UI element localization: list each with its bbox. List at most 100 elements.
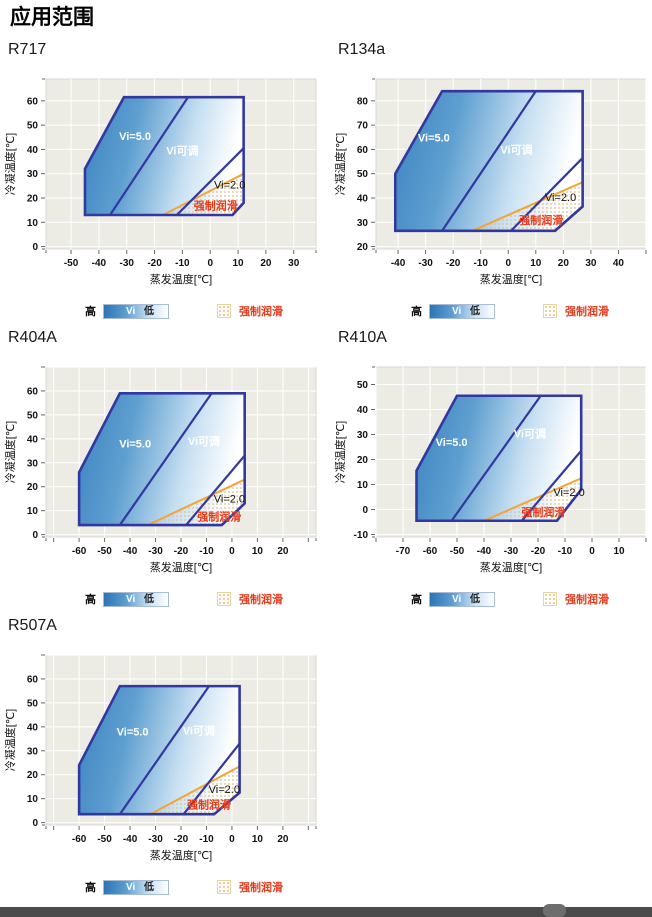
- x-tick-label: 20: [277, 834, 289, 845]
- region-label: Vi可调: [183, 723, 215, 737]
- x-axis-title: 蒸发温度[℃]: [150, 848, 212, 862]
- charts-grid: R717 -50 -40 -30 -20 -10 0 10 20 30 0 10 20 30 40 50 60…: [0, 35, 652, 897]
- legend-forced-lubrication-swatch: [217, 304, 231, 318]
- region-label: 强制润滑: [194, 198, 238, 212]
- operating-envelope-outline: [83, 95, 245, 217]
- region-label: Vi可调: [514, 426, 546, 440]
- x-tick-label: -50: [450, 546, 465, 557]
- legend-high-label: 高: [411, 306, 422, 318]
- forced-lubrication-boundary-line: [483, 477, 582, 522]
- y-tick-label: 60: [27, 96, 39, 107]
- vi2-boundary-line: [510, 157, 584, 232]
- operating-envelope-fill: [84, 97, 244, 215]
- region-label: Vi可调: [188, 434, 220, 448]
- x-tick-label: -30: [504, 546, 519, 557]
- x-tick-label: -30: [148, 834, 163, 845]
- x-tick-label: 20: [277, 546, 289, 557]
- x-tick-label: -40: [477, 546, 492, 557]
- x-tick-label: 10: [252, 546, 264, 557]
- legend-vi-label: Vi: [452, 593, 462, 605]
- x-tick-label: -40: [92, 258, 107, 269]
- y-tick-label: 10: [27, 794, 39, 805]
- legend-high-label: 高: [85, 306, 96, 318]
- chart-legend: 高 Vi 低 强制润滑: [0, 591, 330, 607]
- x-tick-label: -10: [199, 546, 214, 557]
- x-tick-label: -10: [199, 834, 214, 845]
- legend-low-label: 低: [470, 593, 480, 605]
- y-tick-label: 60: [27, 386, 39, 397]
- y-tick-label: 10: [357, 480, 369, 491]
- x-tick-label: -30: [119, 258, 134, 269]
- chart-panel: R507A -60 -50 -40 -30 -20 -10 0 10 20 0 10 20 30 40 50…: [0, 611, 330, 897]
- y-tick-label: 20: [27, 194, 39, 205]
- y-tick-label: 40: [27, 722, 39, 733]
- vi5-boundary-line: [118, 392, 213, 526]
- y-tick-label: 50: [357, 380, 369, 391]
- x-tick-label: -60: [423, 546, 438, 557]
- x-axis-title: 蒸发温度[℃]: [480, 560, 542, 574]
- y-tick-label: 30: [357, 218, 369, 229]
- legend-vi-gradient-bar: Vi 低: [429, 591, 495, 607]
- region-label: 强制润滑: [519, 213, 563, 227]
- region-label: Vi=5.0: [119, 131, 151, 143]
- vi5-boundary-line: [441, 90, 537, 232]
- vi5-boundary-line: [118, 685, 210, 815]
- legend-forced-lubrication-swatch: [543, 592, 557, 606]
- chart-title: R717: [8, 41, 47, 58]
- x-tick-label: -60: [72, 546, 87, 557]
- vi2-boundary-line: [520, 450, 583, 522]
- region-label: Vi=5.0: [436, 437, 468, 449]
- legend-forced-lubrication-swatch: [543, 304, 557, 318]
- x-tick-label: 10: [252, 834, 264, 845]
- forced-lubrication-boundary-line: [149, 765, 241, 816]
- chart-title: R507A: [8, 617, 57, 634]
- y-tick-label: 50: [27, 698, 39, 709]
- x-tick-label: -40: [123, 834, 138, 845]
- chart-panel: R404A -60 -50 -40 -30 -20 -10 0 10 20 0 10 20 30 40 50…: [0, 323, 330, 609]
- y-tick-label: 0: [32, 242, 38, 253]
- chart-legend: 高 Vi 低 强制润滑: [330, 303, 652, 319]
- x-axis-title: 蒸发温度[℃]: [150, 560, 212, 574]
- y-tick-label: 20: [357, 242, 369, 253]
- x-tick-label: -50: [64, 258, 79, 269]
- legend-low-label: 低: [144, 593, 154, 605]
- legend-vi-gradient-bar: Vi 低: [103, 303, 169, 319]
- y-tick-label: 60: [27, 674, 39, 685]
- x-tick-label: 0: [229, 834, 235, 845]
- legend-low-label: 低: [144, 881, 154, 893]
- legend-vi-label: Vi: [452, 305, 462, 317]
- legend-forced-lubrication-label: 强制润滑: [565, 306, 609, 318]
- x-tick-label: 0: [589, 546, 595, 557]
- chart-title: R404A: [8, 329, 57, 346]
- y-tick-label: 20: [27, 770, 39, 781]
- vi5-boundary-line: [450, 395, 542, 522]
- vi2-boundary-line: [182, 742, 241, 815]
- viewer-scrollbar-thumb[interactable]: [543, 904, 566, 917]
- y-tick-label: 30: [27, 169, 39, 180]
- legend-vi-label: Vi: [126, 881, 136, 893]
- legend-forced-lubrication-swatch: [217, 880, 231, 894]
- legend-vi-label: Vi: [126, 305, 136, 317]
- y-tick-label: 50: [27, 121, 39, 132]
- legend-forced-lubrication-label: 强制润滑: [239, 882, 283, 894]
- x-tick-label: 20: [260, 258, 272, 269]
- x-tick-label: -70: [396, 546, 411, 557]
- operating-envelope-outline: [415, 394, 583, 523]
- operating-envelope-fill: [79, 686, 240, 815]
- legend-forced-lubrication-swatch: [217, 592, 231, 606]
- x-tick-label: -40: [123, 546, 138, 557]
- operating-envelope-outline: [77, 684, 241, 816]
- x-tick-label: -50: [97, 834, 112, 845]
- y-tick-label: 40: [357, 194, 369, 205]
- x-tick-label: 30: [585, 258, 597, 269]
- x-tick-label: -60: [72, 834, 87, 845]
- x-tick-label: -20: [446, 258, 461, 269]
- legend-forced-lubrication-label: 强制润滑: [565, 594, 609, 606]
- region-label: 强制润滑: [521, 505, 565, 519]
- viewer-bottom-scrollbar-track[interactable]: [0, 904, 652, 917]
- chart-legend: 高 Vi 低 强制润滑: [0, 879, 330, 895]
- x-tick-label: 20: [558, 258, 570, 269]
- vi5-boundary-line: [109, 96, 189, 216]
- region-label: Vi=5.0: [119, 439, 151, 451]
